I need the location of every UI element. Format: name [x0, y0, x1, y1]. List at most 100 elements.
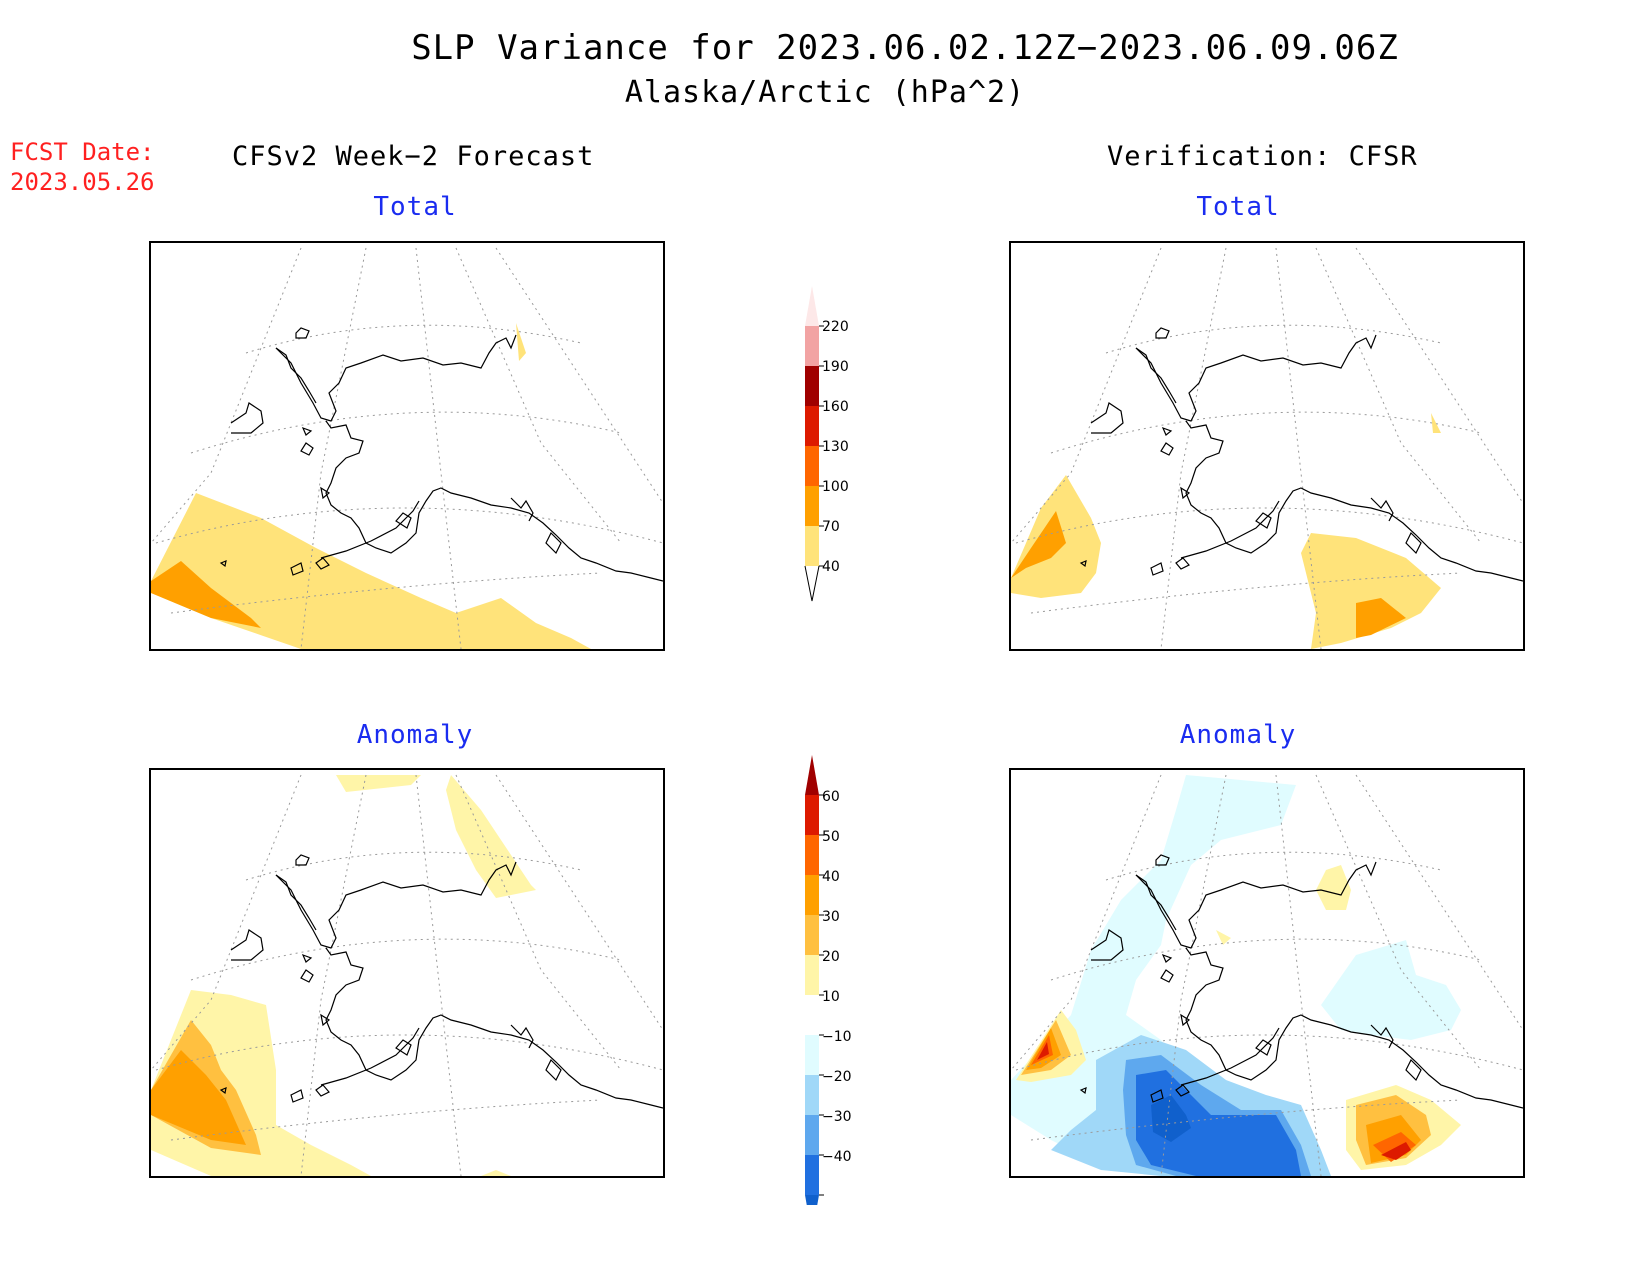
panel-title-verification-anomaly: Anomaly: [1179, 720, 1297, 750]
coastline-segment: [275, 347, 317, 404]
coastline-segment: [320, 1013, 331, 1027]
shaded-field: [151, 323, 591, 649]
colorbar-anomaly-label: 30: [822, 909, 840, 925]
coastline-segment: [320, 500, 420, 559]
graticule-line: [151, 247, 302, 544]
colorbar-anomaly-label: −10: [822, 1029, 852, 1045]
lat-lon-grid: [1011, 247, 1523, 649]
coastline-segment: [301, 953, 313, 963]
colorbar-total-label: 220: [822, 319, 849, 335]
lat-lon-grid: [151, 247, 663, 649]
coastline: [219, 854, 663, 1109]
coastline-segment: [219, 1087, 227, 1095]
colorbar-anomaly-swatch: [805, 995, 819, 1035]
coastline: [1079, 854, 1523, 1109]
coastline-segment: [1185, 947, 1523, 1109]
coastline-segment: [320, 486, 331, 500]
graticule-line: [415, 247, 462, 649]
graticule-line: [155, 507, 663, 544]
colorbar-anomaly-label: −30: [822, 1109, 852, 1125]
colorbar-anomaly-label: −40: [822, 1149, 852, 1165]
colorbar-total: 220 190 160 130 100 70 40: [795, 283, 865, 613]
verification-column-heading: Verification: CFSR: [1107, 141, 1418, 172]
fcst-date-value: 2023.05.26: [10, 168, 155, 196]
coastline-segment: [1180, 500, 1280, 559]
colorbar-total-label: 190: [822, 359, 849, 375]
graticule-line: [1315, 247, 1482, 544]
colorbar-total-swatch: [805, 286, 819, 326]
colorbar-total-label: 70: [822, 519, 840, 535]
colorbar-anomaly-label: 20: [822, 949, 840, 965]
graticule-line: [1105, 324, 1442, 354]
coastline-segment: [1180, 1027, 1280, 1086]
fcst-date-label: FCST Date:: [10, 138, 155, 166]
panel-title-forecast-anomaly: Anomaly: [356, 720, 474, 750]
graticule-line: [245, 324, 582, 354]
map-verification-anomaly: [1009, 768, 1525, 1178]
colorbar-anomaly-label: −20: [822, 1069, 852, 1085]
map-forecast-total: [149, 241, 665, 651]
coastline-segment: [1161, 426, 1173, 436]
coastline-segment: [315, 557, 330, 570]
chart-subtitle: Alaska/Arctic (hPa^2): [624, 75, 1026, 110]
coastline-segment: [1135, 861, 1377, 949]
coastline-segment: [290, 562, 304, 576]
coastline-segment: [1079, 560, 1087, 568]
coastline-segment: [1079, 1087, 1087, 1095]
graticule-line: [1160, 247, 1227, 649]
colorbar-total-labels: 220 190 160 130 100 70 40: [822, 319, 849, 575]
coastline-segment: [1155, 854, 1170, 866]
map-forecast-anomaly: [149, 768, 665, 1178]
colorbar-anomaly-swatches: [805, 755, 824, 1235]
coastline-segment: [1090, 929, 1124, 961]
graticule-line: [1030, 1099, 1462, 1141]
coastline-segment: [1255, 512, 1272, 529]
graticule-line: [1355, 247, 1523, 504]
graticule-line: [1160, 774, 1227, 1176]
colorbar-total-label: 40: [822, 559, 840, 575]
graticule-line: [1030, 572, 1462, 614]
shaded-field: [151, 775, 536, 1176]
graticule-line: [495, 247, 663, 504]
colorbar-anomaly-label: 50: [822, 829, 840, 845]
map-verification-total: [1009, 241, 1525, 651]
colorbar-total-swatch: [805, 446, 819, 486]
coastline-segment: [290, 1089, 304, 1103]
coastline-segment: [395, 512, 412, 529]
graticule-line: [495, 774, 663, 1031]
coastline-segment: [219, 560, 227, 568]
graticule-line: [155, 1034, 663, 1071]
colorbar-anomaly-label: 40: [822, 869, 840, 885]
graticule-line: [190, 411, 622, 454]
colorbar-anomaly-swatch: [805, 915, 819, 955]
coastline-segment: [275, 874, 317, 931]
panel-title-forecast-total: Total: [373, 192, 457, 222]
coastline-segment: [275, 861, 517, 949]
coastline-segment: [1180, 1013, 1191, 1027]
coastline-segment: [1160, 969, 1174, 983]
coastline-segment: [325, 420, 663, 582]
colorbar-total-swatch: [805, 526, 819, 566]
coastline-segment: [1175, 557, 1190, 570]
coastline-segment: [1090, 402, 1124, 434]
colorbar-anomaly-swatch: [805, 1075, 819, 1115]
coastline-segment: [301, 426, 313, 436]
colorbar-anomaly-swatch: [805, 1115, 819, 1155]
colorbar-total-swatches: [804, 286, 824, 602]
coastline-segment: [300, 969, 314, 983]
graticule-line: [170, 1099, 602, 1141]
coastline-segment: [545, 531, 562, 555]
colorbar-total-label: 100: [822, 479, 849, 495]
colorbar-total-label: 130: [822, 439, 849, 455]
colorbar-anomaly-label: 60: [822, 789, 840, 805]
coastline-segment: [510, 1024, 534, 1049]
coastline-segment: [1150, 562, 1164, 576]
colorbar-anomaly-swatch: [805, 875, 819, 915]
colorbar-anomaly-swatch: [805, 955, 819, 995]
coastline-segment: [1175, 1084, 1190, 1097]
coastline-segment: [1135, 874, 1177, 931]
coastline-segment: [1135, 334, 1377, 422]
graticule-line: [1105, 851, 1442, 881]
graticule-line: [455, 247, 622, 544]
panel-title-verification-total: Total: [1196, 192, 1280, 222]
